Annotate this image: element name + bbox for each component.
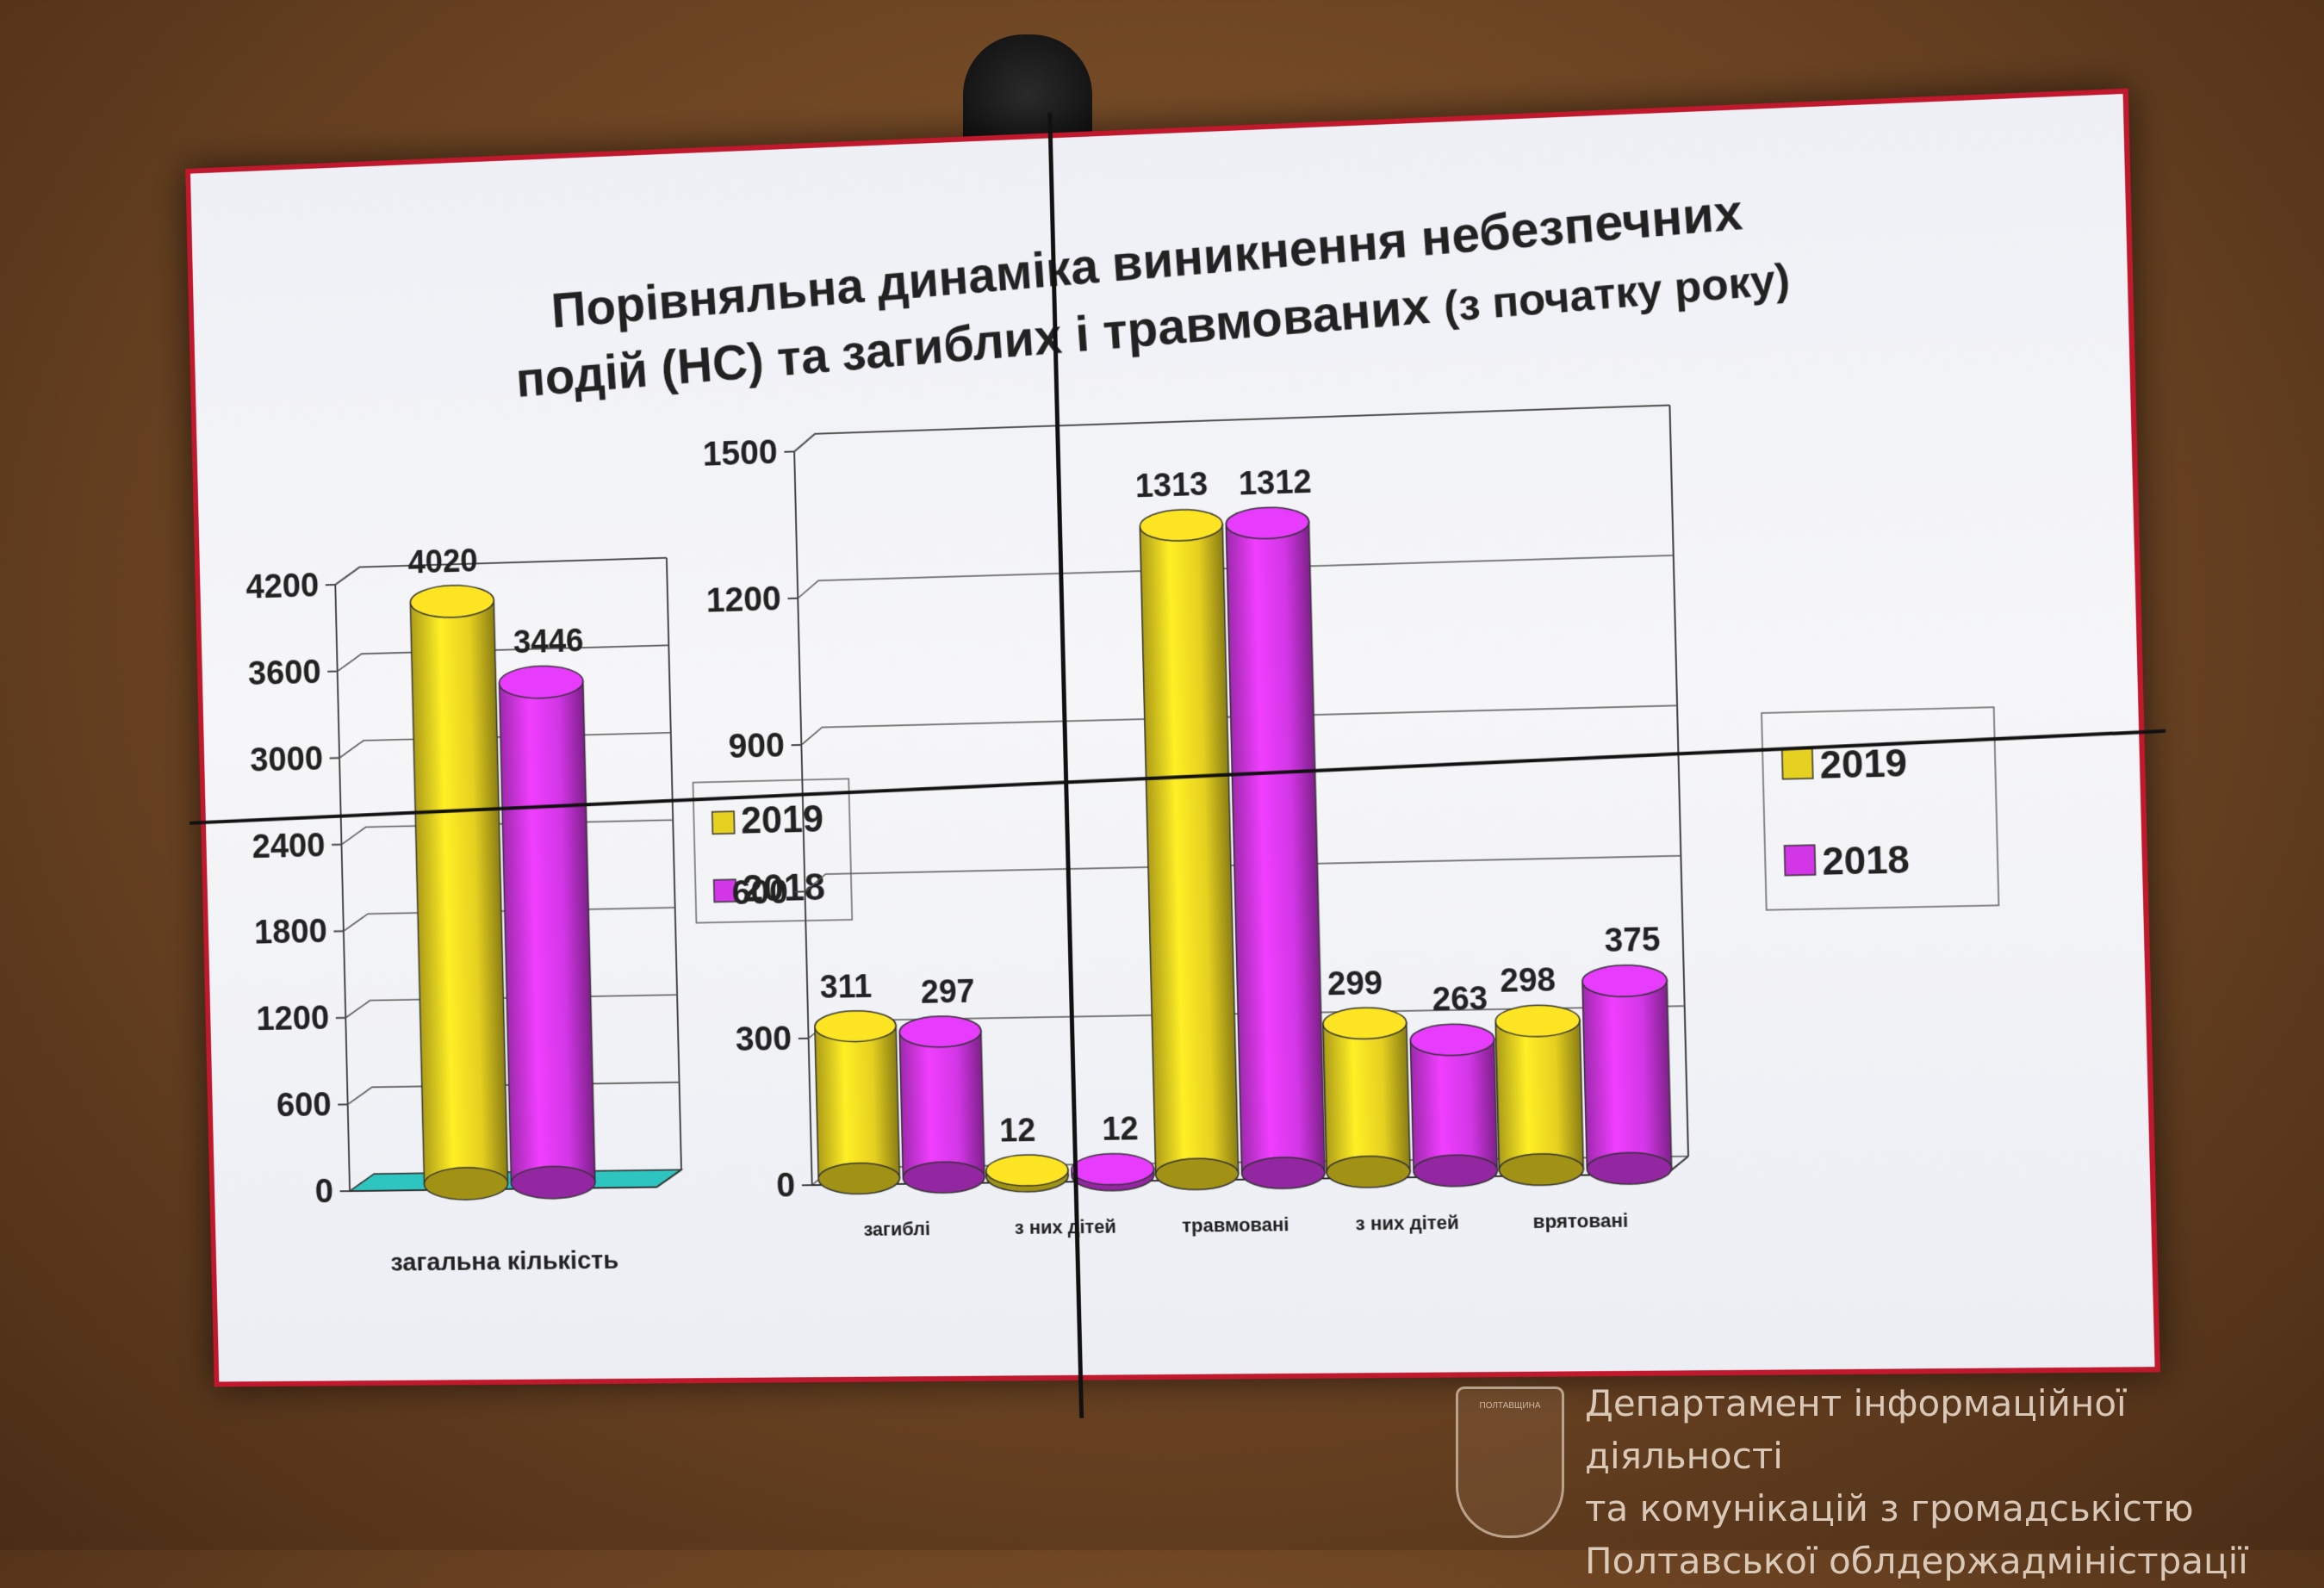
category-label: загиблі (863, 1218, 930, 1240)
y-tick-label: 3000 (250, 740, 324, 779)
legend-swatch-2018 (1785, 845, 1816, 875)
y-tick-label: 0 (776, 1166, 796, 1204)
coat-of-arms-icon: ПОЛТАВЩИНА (1456, 1386, 1564, 1538)
bar-2018 (899, 1031, 985, 1178)
y-tick-label: 300 (735, 1020, 792, 1058)
bar-2019 (1140, 524, 1238, 1175)
data-label: 3446 (513, 622, 584, 660)
data-label: 1313 (1134, 465, 1208, 504)
legend-swatch-2019 (1782, 748, 1813, 778)
legend-label-2018: 2018 (1822, 839, 1911, 884)
bar-2018 (1410, 1039, 1497, 1171)
bar-2018 (499, 681, 594, 1183)
bar-2019 (815, 1026, 900, 1179)
data-label: 311 (819, 967, 872, 1004)
data-label: 12 (1102, 1110, 1139, 1147)
category-label: з них дітей (1355, 1212, 1459, 1235)
gridline (337, 645, 669, 671)
watermark-line-1: Департамент інформаційної діяльності (1585, 1378, 2317, 1483)
bar-base-2018 (1241, 1157, 1325, 1188)
y-tick-label: 1200 (256, 999, 330, 1038)
legend-label-2019: 2019 (741, 798, 824, 841)
data-label: 298 (1500, 961, 1557, 999)
bar-base-2019 (1155, 1158, 1239, 1190)
y-tick-label: 1200 (705, 580, 781, 620)
data-label: 12 (999, 1112, 1036, 1149)
category-label: врятовані (1532, 1209, 1628, 1232)
gridline (794, 406, 1670, 452)
bar-2018 (1582, 980, 1672, 1169)
plot-wall-right-edge (667, 558, 681, 1170)
y-tick-label: 1500 (702, 433, 778, 474)
bar-top-2018 (1071, 1153, 1153, 1185)
bar-base-2019 (1499, 1153, 1584, 1186)
data-label: 375 (1604, 921, 1661, 958)
y-tick-label: 4200 (245, 567, 320, 606)
bar-base-2019 (818, 1163, 900, 1194)
bar-base-2018 (1587, 1152, 1672, 1185)
category-label: загальна кількість (390, 1246, 619, 1277)
presentation-screen: Порівняльна динаміка виникнення небезпеч… (185, 89, 2160, 1387)
watermark-line-3: Полтавської облдержадміністрації (1585, 1535, 2317, 1588)
bar-2019 (1323, 1023, 1410, 1173)
bar-base-2019 (424, 1167, 508, 1200)
data-label: 4020 (407, 542, 478, 580)
bar-base-2018 (511, 1166, 595, 1199)
watermark-line-2: та комунікацій з громадськістю (1585, 1483, 2317, 1535)
category-label: травмовані (1182, 1213, 1289, 1237)
y-tick-label: 3600 (247, 653, 321, 692)
data-label: 299 (1327, 964, 1383, 1002)
y-tick-label: 600 (731, 872, 788, 912)
gridline (335, 558, 668, 585)
category-label: з них дітей (1015, 1215, 1117, 1238)
data-label: 263 (1432, 980, 1488, 1018)
bar-base-2018 (903, 1162, 985, 1194)
bar-2019 (410, 600, 507, 1184)
y-tick-label: 2400 (252, 826, 326, 865)
y-tick-label: 1800 (254, 913, 328, 952)
plot-wall-right-edge (1669, 406, 1688, 1157)
legend-label-2019: 2019 (1819, 742, 1908, 787)
bar-2019 (1495, 1020, 1583, 1170)
legend-swatch-2019 (712, 811, 735, 834)
y-tick-label: 900 (728, 726, 785, 766)
bar-base-2019 (1327, 1156, 1411, 1188)
y-tick-label: 600 (277, 1086, 332, 1125)
bar-base-2018 (1414, 1155, 1498, 1188)
charts-canvas: 0600120018002400300036004200загальна кіл… (190, 94, 2155, 1382)
data-label: 297 (920, 972, 975, 1010)
bar-top-2019 (985, 1155, 1068, 1187)
data-label: 1312 (1238, 462, 1312, 501)
y-tick-label: 0 (314, 1172, 333, 1210)
bar-2018 (1226, 522, 1325, 1174)
